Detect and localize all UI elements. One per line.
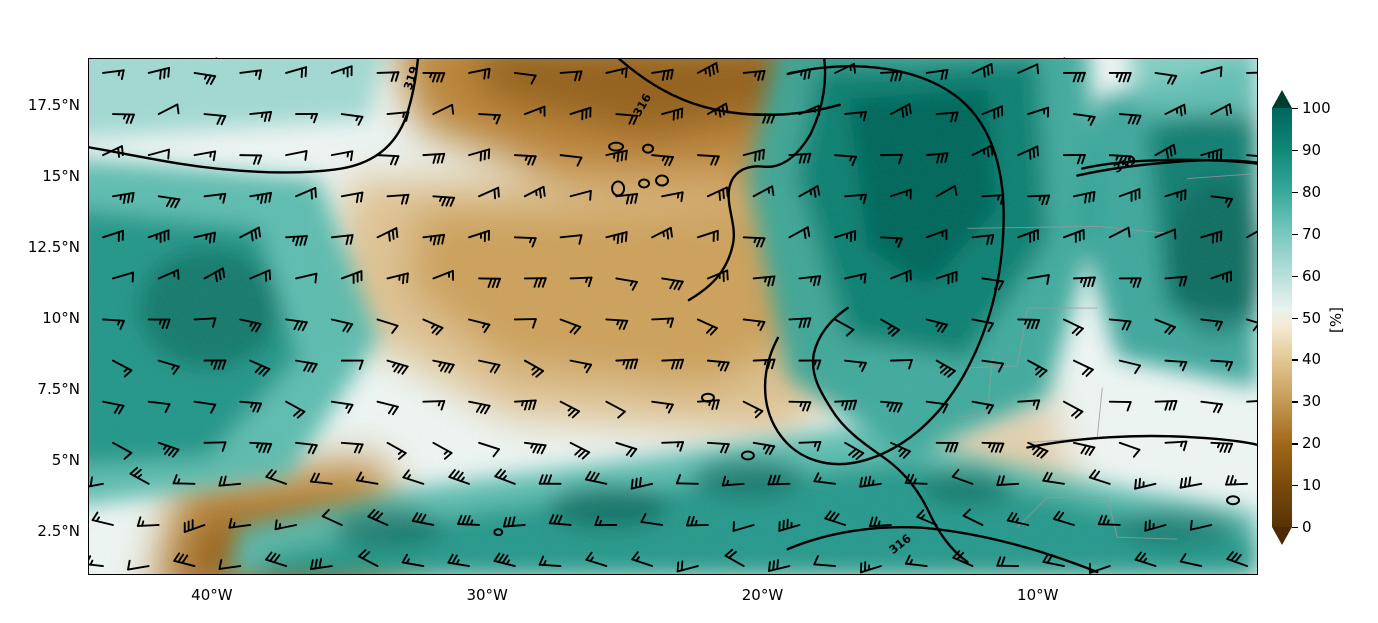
y-tick-text: 5°N: [51, 451, 80, 470]
colorbar-tick-10: 10: [1302, 476, 1322, 495]
colorbar-tick-mark: [1292, 108, 1298, 110]
x-axis-tick-10°W: 10°W: [1017, 586, 1059, 604]
x-axis-tick-30°W: 30°W: [466, 586, 508, 604]
colorbar-tick-mark: [1292, 485, 1298, 487]
colorbar-tick-80: 80: [1302, 182, 1322, 201]
y-tick-text: 7.5°N: [37, 380, 80, 399]
colorbar-tick-mark: [1292, 443, 1298, 445]
colorbar-tick-mark: [1292, 317, 1298, 319]
colorbar-gradient: [1272, 108, 1292, 527]
colorbar-tick-mark: [1292, 191, 1298, 194]
x-axis-tick-20°W: 20°W: [741, 586, 784, 604]
colorbar-tick-30: 30: [1302, 392, 1322, 411]
x-axis-tick-40°W: 40°W: [191, 586, 233, 604]
colorbar-unit-label: [%]: [1327, 307, 1345, 333]
colorbar-tick-mark: [1292, 401, 1298, 403]
y-tick-text: 17.5°N: [27, 96, 80, 115]
colorbar-tick-60: 60: [1302, 266, 1322, 285]
colorbar: [1272, 90, 1292, 545]
colorbar-tick-0: 0: [1302, 518, 1312, 536]
colorbar-tick-100: 100: [1302, 99, 1331, 117]
colorbar-tick-40: 40: [1302, 350, 1322, 369]
colorbar-tick-mark: [1292, 359, 1298, 361]
colorbar-tick-mark: [1292, 527, 1298, 529]
relative-humidity-field: [89, 59, 1257, 574]
colorbar-tick-mark: [1292, 149, 1298, 152]
colorbar-tick-mark: [1292, 275, 1298, 277]
wind-barbs: [89, 62, 1257, 574]
colorbar-tick-mark: [1292, 233, 1298, 236]
colorbar-tick-20: 20: [1302, 434, 1322, 453]
y-tick-text: 15°N: [42, 167, 80, 186]
map-plot-area: 319 316 316 319: [88, 58, 1258, 575]
colorbar-tick-50: 50: [1302, 308, 1322, 327]
colorbar-extend-bottom-arrow: [1272, 527, 1292, 545]
colorbar-extend-top-arrow: [1272, 90, 1292, 108]
y-tick-text: 2.5°N: [37, 522, 80, 541]
colorbar-tick-70: 70: [1302, 224, 1322, 243]
y-tick-text: 10°N: [42, 309, 80, 328]
y-tick-text: 12.5°N: [27, 238, 80, 257]
colorbar-tick-90: 90: [1302, 140, 1322, 159]
